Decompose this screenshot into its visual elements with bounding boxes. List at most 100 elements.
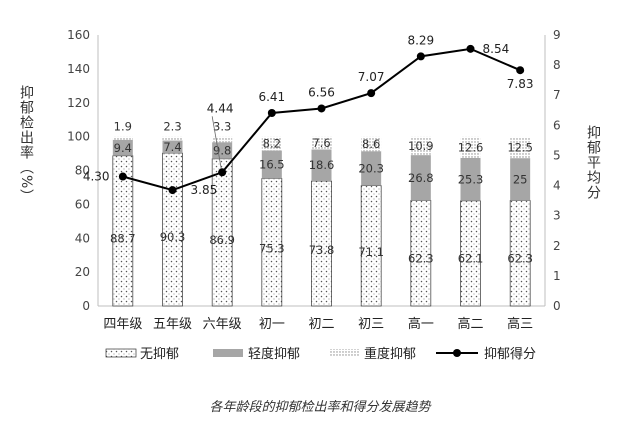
bar-data-label: 10.9 — [408, 139, 434, 153]
bar-segment-severe — [212, 136, 233, 143]
left-tick-label: 60 — [75, 197, 90, 211]
bar-segment-severe — [162, 136, 183, 141]
bar-data-label: 7.6 — [312, 136, 330, 150]
right-tick-label: 8 — [553, 58, 561, 72]
score-data-label: 7.07 — [358, 70, 385, 84]
bar-segment-mild — [510, 158, 531, 201]
left-tick-label: 20 — [75, 265, 90, 279]
bar-segment-mild — [361, 151, 382, 186]
bar-data-label: 25 — [513, 172, 528, 186]
bar-segment-severe — [460, 136, 481, 158]
score-data-label: 7.83 — [507, 77, 534, 91]
bar-data-label: 75.3 — [259, 242, 285, 256]
score-data-label: 3.85 — [191, 183, 218, 197]
bar-data-label: 8.2 — [263, 137, 281, 151]
legend-label-line: 抑郁得分 — [484, 346, 536, 362]
legend-marker-line — [453, 349, 461, 357]
left-tick-label: 80 — [75, 164, 90, 178]
bar-data-label: 12.6 — [458, 140, 484, 154]
score-data-label: 4.44 — [207, 101, 234, 115]
x-category-label: 高二 — [457, 316, 483, 332]
score-point — [466, 44, 475, 53]
x-category-label: 四年级 — [103, 317, 142, 332]
right-tick-label: 3 — [553, 209, 561, 223]
bar-segment-severe — [261, 136, 282, 151]
bar-segment-none — [460, 200, 481, 307]
bar-data-label: 1.9 — [114, 120, 132, 134]
bar-segment-mild — [311, 149, 332, 182]
bar-segment-severe — [510, 136, 531, 159]
bar-data-label: 71.1 — [358, 245, 384, 259]
right-tick-label: 9 — [553, 28, 561, 42]
bar-segment-mild — [162, 140, 183, 154]
score-data-label: 8.54 — [483, 42, 510, 56]
left-tick-label: 160 — [67, 28, 90, 42]
bar-data-label: 18.6 — [309, 158, 335, 172]
label-leader-line — [211, 116, 222, 169]
bar-segment-mild — [261, 150, 282, 179]
bar-data-label: 12.5 — [507, 141, 533, 155]
right-tick-label: 5 — [553, 148, 561, 162]
right-tick-label: 6 — [553, 118, 561, 132]
left-tick-label: 0 — [82, 299, 90, 313]
bar-segment-mild — [112, 139, 133, 156]
legend-swatch-mild — [213, 349, 243, 357]
left-tick-label: 140 — [67, 62, 90, 76]
bar-segment-severe — [361, 136, 382, 152]
bar-data-label: 9.4 — [114, 141, 132, 155]
score-data-label: 8.29 — [407, 33, 434, 47]
left-tick-label: 40 — [75, 231, 90, 245]
bar-segment-none — [261, 178, 283, 307]
bar-data-label: 20.3 — [358, 161, 384, 175]
x-category-label: 初三 — [358, 317, 384, 332]
bar-data-label: 25.3 — [458, 172, 484, 186]
bar-data-label: 62.1 — [458, 252, 484, 266]
score-point — [317, 104, 326, 113]
x-category-label: 初一 — [259, 317, 285, 332]
x-category-label: 高三 — [507, 316, 533, 332]
score-point — [367, 89, 376, 98]
bar-segment-severe — [112, 136, 133, 140]
bar-data-label: 26.8 — [408, 171, 434, 185]
chart-svg: 0 20 40 60 80 100 120 140 160 0 1 2 3 4 5 6 7 8 9 四年级 五年级 六年级… — [18, 28, 601, 362]
score-point — [168, 186, 177, 195]
bar-data-label: 62.3 — [408, 252, 434, 266]
score-point — [118, 172, 127, 181]
bar-data-label: 86.9 — [209, 233, 235, 247]
bar-data-label: 73.8 — [309, 243, 335, 257]
legend-swatch-severe — [330, 349, 360, 357]
score-point — [416, 52, 425, 61]
right-axis-title: 抑郁平均分 — [585, 125, 601, 200]
score-point — [218, 168, 227, 177]
score-data-label: 4.30 — [83, 170, 110, 184]
legend-label-none: 无抑郁 — [140, 347, 179, 362]
right-tick-label: 2 — [553, 239, 561, 253]
x-category-label: 初二 — [308, 317, 334, 332]
score-point — [267, 108, 276, 117]
legend-label-mild: 轻度抑郁 — [248, 346, 300, 362]
bar-data-label: 88.7 — [110, 231, 136, 245]
left-tick-label: 120 — [67, 96, 90, 110]
score-data-label: 6.41 — [258, 90, 285, 104]
legend-swatch-none — [105, 348, 137, 358]
bar-data-label: 3.3 — [213, 120, 231, 134]
bar-data-label: 7.4 — [163, 140, 181, 154]
right-tick-label: 4 — [553, 179, 561, 193]
right-tick-label: 1 — [553, 269, 561, 283]
bar-segment-mild — [410, 155, 431, 201]
bar-segment-severe — [311, 136, 332, 150]
bar-data-label: 16.5 — [259, 157, 285, 171]
right-tick-label: 0 — [553, 299, 561, 313]
bar-segment-mild — [460, 157, 481, 201]
bar-data-label: 90.3 — [160, 230, 186, 244]
right-tick-label: 7 — [553, 88, 561, 102]
bar-data-label: 62.3 — [507, 252, 533, 266]
bar-data-label: 2.3 — [163, 120, 181, 134]
left-axis-title: 抑郁检出率（%） — [18, 85, 34, 204]
x-category-label: 高一 — [408, 316, 434, 332]
x-category-label: 六年级 — [203, 317, 242, 332]
bar-data-label: 8.6 — [362, 137, 380, 151]
score-data-label: 6.56 — [308, 85, 335, 99]
legend-label-severe: 重度抑郁 — [364, 346, 416, 362]
